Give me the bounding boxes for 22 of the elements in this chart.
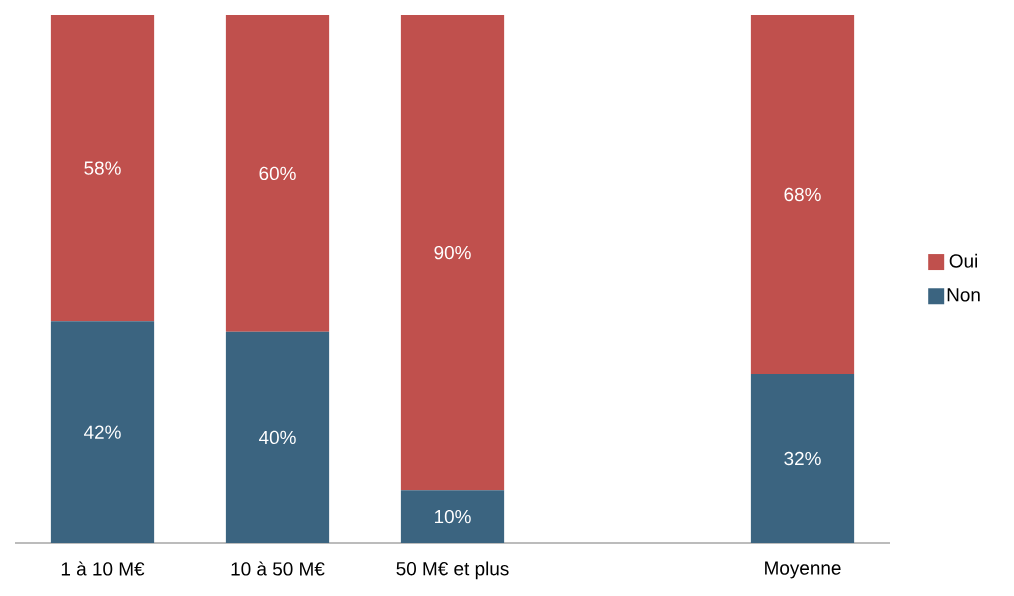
legend-label: Non [947, 288, 980, 302]
data-label: 10% [435, 509, 471, 524]
bar [400, 14, 505, 491]
legend-label: Oui [949, 253, 977, 268]
bar [50, 321, 155, 543]
data-label: 58% [84, 161, 121, 175]
x-tick-label: 1 à 10 M€ [61, 561, 145, 576]
data-label: 32% [784, 451, 821, 466]
bar [400, 490, 505, 543]
x-tick-label: 50 M€ et plus [396, 561, 509, 580]
bar [750, 374, 855, 543]
data-label: 60% [259, 166, 296, 181]
bar [750, 14, 855, 375]
data-label: 68% [784, 187, 821, 202]
bar [225, 331, 330, 543]
data-label: 42% [84, 425, 121, 439]
x-tick-label: 10 à 50 M€ [231, 561, 325, 576]
bar [225, 14, 330, 332]
data-label: 40% [259, 430, 296, 445]
x-tick-label: Moyenne [765, 561, 841, 579]
bar [50, 14, 155, 322]
data-label: 90% [434, 245, 471, 260]
